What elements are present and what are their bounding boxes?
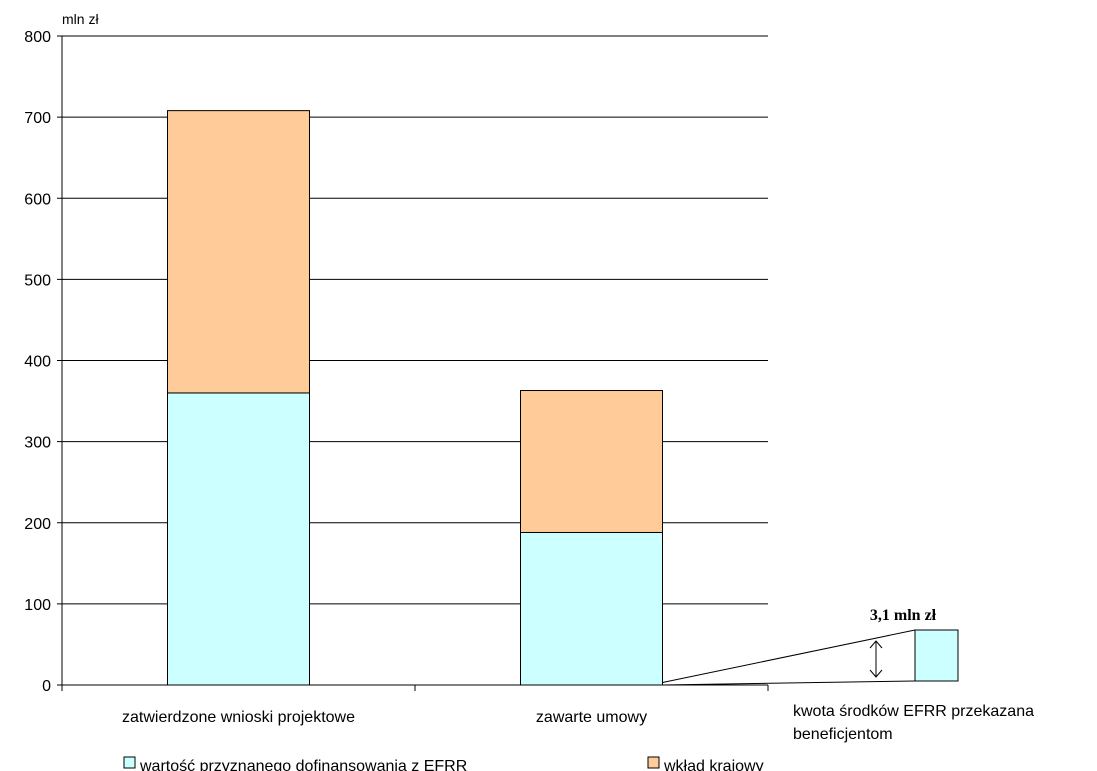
y-unit-label: mln zł <box>62 11 99 27</box>
zoom-connector-bottom <box>662 680 916 686</box>
x-category-label: zatwierdzone wnioski projektowe <box>122 709 355 726</box>
x-category-label: zawarte umowy <box>536 709 647 726</box>
legend-swatch <box>647 756 660 769</box>
bar-national-0 <box>167 110 310 394</box>
bar-national-1 <box>520 390 663 533</box>
inset-efrr-transfer: 3,1 mln zł kwota środków EFRR przekazana b… <box>662 607 1034 743</box>
bars <box>167 110 663 686</box>
inset-caption-line: beneficjentom <box>793 726 893 743</box>
y-tick-label: 300 <box>24 435 51 452</box>
inset-caption-line: kwota środków EFRR przekazana <box>793 703 1034 720</box>
y-tick-label: 500 <box>24 272 51 289</box>
y-tick-label: 600 <box>24 191 51 208</box>
y-tick-label: 100 <box>24 597 51 614</box>
y-tick-label: 800 <box>24 29 51 46</box>
x-axis: zatwierdzone wnioski projektowe zawarte u… <box>61 684 769 726</box>
y-tick-label: 0 <box>42 678 51 695</box>
arrow-head-down-icon <box>869 669 883 678</box>
legend-swatch <box>123 756 136 769</box>
inset-value-box <box>914 629 959 682</box>
zoom-connector-top <box>662 629 916 683</box>
legend-label: wkład krajowy <box>663 758 764 771</box>
legend: wartość przyznanego dofinansowania z EFR… <box>123 756 764 771</box>
y-tick-label: 200 <box>24 516 51 533</box>
bar-efrr-1 <box>520 531 663 686</box>
bar-efrr-0 <box>167 392 310 686</box>
inset-value-label: 3,1 mln zł <box>870 607 937 624</box>
arrow-head-up-icon <box>869 640 883 649</box>
legend-label: wartość przyznanego dofinansowania z EFR… <box>139 758 467 771</box>
y-tick-label: 700 <box>24 110 51 127</box>
y-axis: 0 100 200 300 400 500 600 700 800 <box>24 29 63 695</box>
y-tick-label: 400 <box>24 354 51 371</box>
